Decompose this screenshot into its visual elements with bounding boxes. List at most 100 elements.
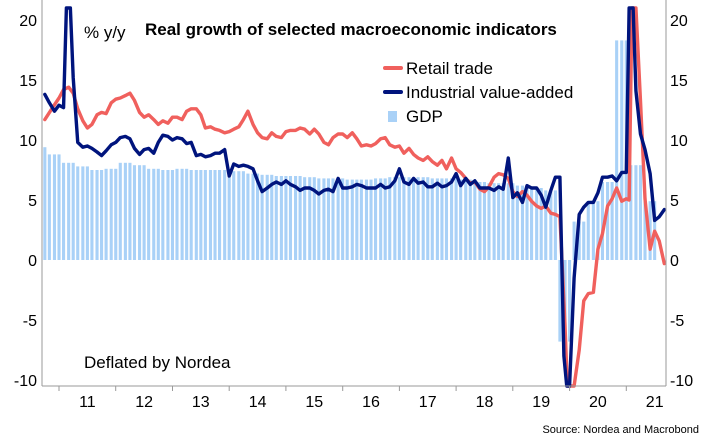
gdp-bar-127 xyxy=(643,201,647,260)
gdp-bar-83 xyxy=(435,178,439,260)
x-tick-label: 14 xyxy=(249,394,267,411)
gdp-bar-124 xyxy=(629,165,633,260)
gdp-bar-32 xyxy=(194,170,198,260)
gdp-bar-84 xyxy=(440,178,444,260)
gdp-bar-66 xyxy=(355,179,359,260)
gdp-bar-36 xyxy=(213,170,217,260)
y-tick-left: 20 xyxy=(19,13,37,30)
gdp-bar-42 xyxy=(241,171,245,260)
gdp-bar-88 xyxy=(459,179,463,260)
gdp-bar-6 xyxy=(71,162,75,260)
gdp-bar-126 xyxy=(638,165,643,260)
gdp-bar-5 xyxy=(67,162,71,260)
gdp-bar-62 xyxy=(336,178,340,260)
x-tick-label: 19 xyxy=(532,394,550,411)
gdp-bar-76 xyxy=(402,177,406,260)
industrial-value-added-line xyxy=(43,6,666,388)
gdp-bar-79 xyxy=(416,177,420,260)
x-tick-label: 20 xyxy=(589,394,607,411)
tick-labels: 20 20 15 15 10 10 5 5 0 0 -5 -5 -10 -10 11 12 13 14 15 16 17… xyxy=(14,13,693,411)
x-tick-label: 16 xyxy=(362,394,380,411)
gdp-bar-85 xyxy=(444,178,449,260)
gdp-bar-102 xyxy=(525,185,529,260)
gdp-bar-122 xyxy=(620,40,624,261)
deflation-note: Deflated by Nordea xyxy=(84,353,231,372)
gdp-bar-60 xyxy=(326,178,331,260)
x-tick-label: 18 xyxy=(476,394,494,411)
y-tick-left: -10 xyxy=(14,373,37,390)
gdp-bar-0 xyxy=(43,147,47,260)
gdp-bar-72 xyxy=(383,178,387,260)
gdp-bar-109 xyxy=(558,260,562,342)
gdp-bar-75 xyxy=(397,177,401,260)
gdp-bar-117 xyxy=(596,201,600,260)
gdp-bar-77 xyxy=(407,177,411,260)
gdp-bar-48 xyxy=(270,174,274,260)
gdp-bar-51 xyxy=(284,176,288,260)
gdp-bar-31 xyxy=(189,170,193,260)
y-tick-left: -5 xyxy=(23,313,37,330)
gdp-bar-95 xyxy=(492,183,496,260)
gdp-bar-21 xyxy=(142,165,146,260)
y-tick-right: 15 xyxy=(670,73,688,90)
source-note: Source: Nordea and Macrobond xyxy=(542,424,699,436)
gdp-bar-73 xyxy=(388,177,392,260)
gdp-bar-47 xyxy=(265,174,269,260)
gdp-bar-91 xyxy=(473,182,477,260)
y-tick-right: -10 xyxy=(670,373,693,390)
gdp-bar-35 xyxy=(208,170,213,260)
unit-label: % y/y xyxy=(84,23,126,42)
gdp-bar-23 xyxy=(152,168,156,260)
gdp-bar-97 xyxy=(501,183,505,260)
gdp-bar-25 xyxy=(161,170,165,260)
gdp-bar-114 xyxy=(582,221,586,260)
y-tick-right: 10 xyxy=(670,133,688,150)
gdp-bar-107 xyxy=(549,190,553,260)
gdp-bar-22 xyxy=(147,168,151,260)
y-tick-right: 5 xyxy=(670,193,679,210)
gdp-bar-44 xyxy=(251,173,255,260)
legend-label-industrial-value-added: Industrial value-added xyxy=(406,83,573,102)
axes xyxy=(41,0,667,387)
gdp-bar-34 xyxy=(203,170,207,260)
gdp-bar-55 xyxy=(303,177,307,260)
gdp-bars xyxy=(43,40,657,342)
y-tick-right: -5 xyxy=(670,313,684,330)
gdp-bar-115 xyxy=(586,201,590,260)
gdp-bar-63 xyxy=(341,178,345,260)
gdp-bar-45 xyxy=(256,173,260,260)
gdp-bar-87 xyxy=(454,178,458,260)
gdp-bar-70 xyxy=(374,178,378,260)
gdp-bar-89 xyxy=(464,179,468,260)
gdp-bar-64 xyxy=(345,179,349,260)
gdp-bar-96 xyxy=(497,183,501,260)
gdp-bar-69 xyxy=(369,179,373,260)
legend-label-gdp: GDP xyxy=(406,107,443,126)
gdp-bar-101 xyxy=(520,185,525,260)
gdp-bar-118 xyxy=(600,182,605,260)
gdp-bar-4 xyxy=(62,162,66,260)
gdp-bar-68 xyxy=(364,179,369,260)
gdp-bar-43 xyxy=(246,173,250,260)
gdp-bar-113 xyxy=(577,221,581,260)
gdp-bar-27 xyxy=(170,170,175,260)
gdp-bar-52 xyxy=(288,176,293,260)
gdp-bar-58 xyxy=(317,178,321,260)
legend: Retail trade Industrial value-added GDP xyxy=(383,59,573,126)
gdp-bar-16 xyxy=(118,162,122,260)
gdp-bar-11 xyxy=(95,170,99,260)
gdp-bar-9 xyxy=(85,166,89,260)
gdp-bar-33 xyxy=(199,170,203,260)
gdp-bar-13 xyxy=(104,168,108,260)
gdp-bar-80 xyxy=(421,177,425,260)
gdp-bar-90 xyxy=(468,179,472,260)
y-tick-right: 0 xyxy=(670,253,679,270)
gdp-bar-128 xyxy=(648,201,652,260)
gdp-bar-67 xyxy=(359,179,363,260)
gdp-bar-61 xyxy=(331,178,335,260)
gdp-bar-53 xyxy=(294,176,298,260)
gdp-bar-8 xyxy=(81,166,85,260)
gdp-bar-100 xyxy=(515,185,519,260)
gdp-bar-29 xyxy=(180,168,184,260)
